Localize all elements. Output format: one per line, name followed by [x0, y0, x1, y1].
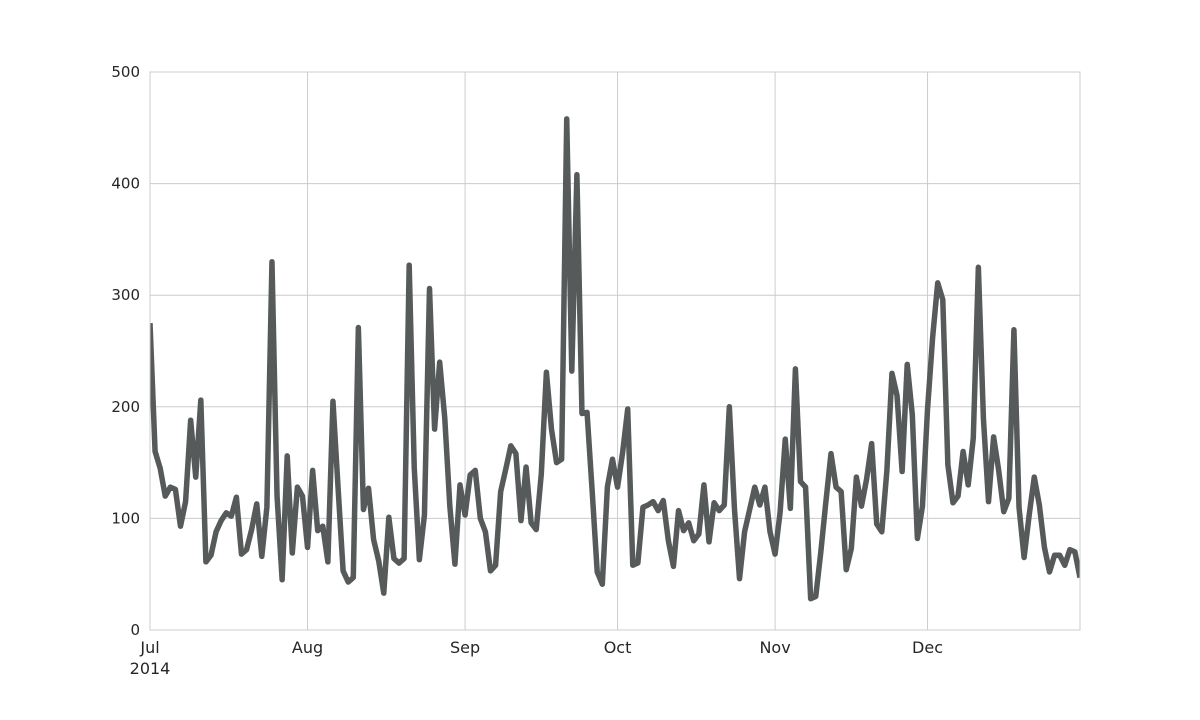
y-tick-label: 0	[130, 621, 140, 639]
y-tick-label: 300	[111, 286, 140, 304]
series-line	[150, 116, 1080, 602]
y-tick-label: 500	[111, 63, 140, 81]
x-tick-sublabel: 2014	[130, 659, 171, 678]
y-tick-label: 100	[111, 509, 140, 527]
x-tick-label: Dec	[912, 638, 943, 657]
y-tick-label: 400	[111, 175, 140, 193]
x-tick-label: Jul	[139, 638, 159, 657]
x-tick-label: Aug	[292, 638, 323, 657]
y-tick-label: 200	[111, 398, 140, 416]
x-tick-label: Oct	[604, 638, 632, 657]
x-tick-label: Nov	[759, 638, 790, 657]
x-tick-label: Sep	[450, 638, 480, 657]
tick-labels: 0 100 200 300 400 500 Jul 2014 Aug Sep Oct Nov Dec	[111, 63, 943, 678]
plot-frame	[149, 71, 1081, 631]
